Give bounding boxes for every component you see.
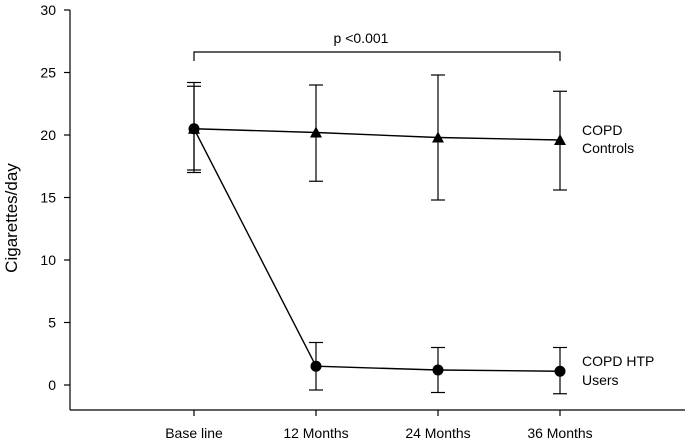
series-group: COPD Controls COPD HTP Users (187, 74, 654, 395)
y-tick-label: 5 (48, 315, 56, 331)
y-axis-title: Cigarettes/day (2, 163, 21, 273)
annotations: p <0.001 (193, 30, 561, 61)
series-line (193, 128, 561, 141)
series-line (193, 128, 561, 372)
x-tick-label: 12 Months (283, 425, 348, 441)
x-tick-label: Base line (165, 425, 223, 441)
data-point-circle (554, 365, 566, 377)
y-tick-label: 30 (40, 2, 56, 18)
y-tick-label: 20 (40, 127, 56, 143)
x-tick-label: 36 Months (527, 425, 592, 441)
data-point-triangle (310, 126, 322, 138)
data-point-triangle (554, 134, 566, 145)
data-point-circle (310, 360, 322, 372)
series-label: COPD (582, 122, 622, 138)
axes: 0 5 10 15 20 25 30 Base line 12 Months 24 Months 3… (40, 2, 685, 441)
significance-bracket (193, 51, 561, 61)
data-point-circle (432, 364, 444, 376)
x-tick-label: 24 Months (405, 425, 470, 441)
data-point-circle (188, 123, 200, 135)
y-tick-label: 0 (48, 377, 56, 393)
series-label: Users (582, 372, 619, 388)
series-label: COPD HTP (582, 353, 654, 369)
y-tick-label: 25 (40, 65, 56, 81)
series-label: Controls (582, 140, 634, 156)
y-tick-label: 10 (40, 252, 56, 268)
y-tick-label: 15 (40, 190, 56, 206)
data-point-triangle (432, 131, 444, 143)
p-value-label: p <0.001 (334, 30, 389, 46)
